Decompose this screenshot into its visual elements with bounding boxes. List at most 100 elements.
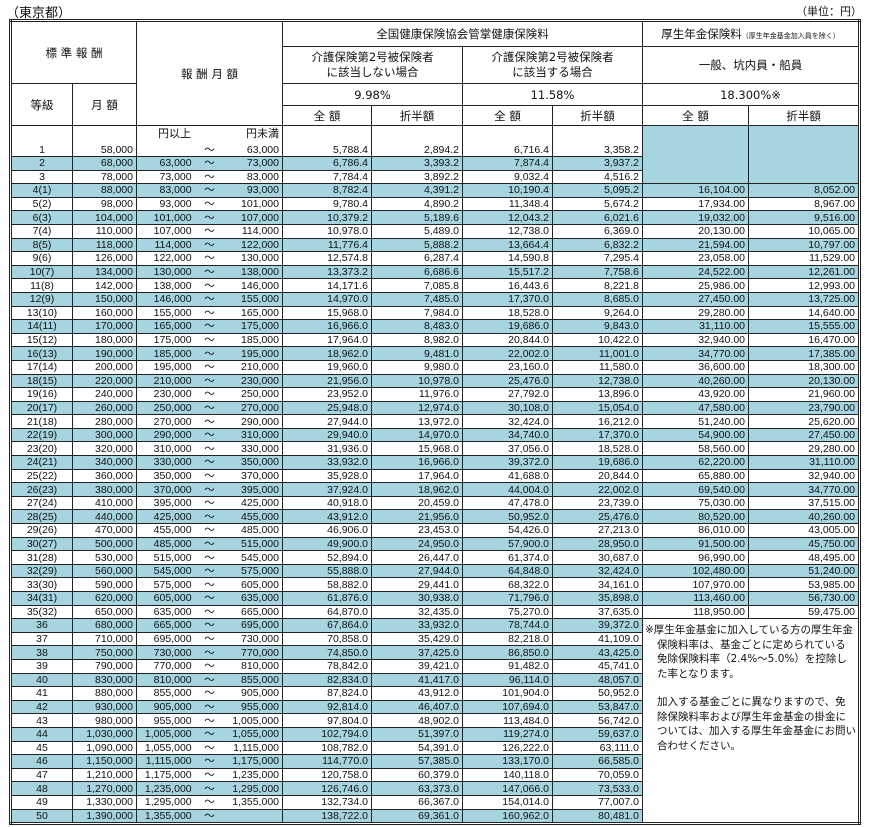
range-cell: 138,000 ～ 146,000: [136, 278, 283, 293]
grade-cell: 30(27): [10, 536, 73, 552]
monthly-cell: 470,000: [72, 523, 137, 538]
tilde: ～: [204, 605, 215, 618]
range-to: 73,000: [246, 157, 279, 170]
monthly-cell: 500,000: [72, 536, 137, 552]
health-half-cell: 23,453.0: [371, 523, 463, 538]
health-care-half-cell: 80,481.0: [552, 808, 643, 825]
health-full-cell: 64,870.0: [282, 604, 372, 620]
range-from: 665,000: [153, 619, 192, 632]
health-care-full-cell: 101,904.0: [462, 686, 553, 701]
health-care-full-cell: 27,792.0: [462, 387, 553, 402]
range-values: 330,000 ～ 350,000: [140, 457, 279, 469]
range-to: 1,055,000: [232, 728, 279, 741]
range-from: 138,000: [153, 279, 192, 292]
health-full-cell: 120,758.0: [282, 767, 372, 783]
health-care-half-cell: 6,832.2: [552, 237, 643, 253]
range-values: 146,000 ～ 155,000: [140, 293, 279, 305]
table-row: 9(6) 126,000 122,000 ～ 130,000 12,574.8 6,287.…: [10, 251, 860, 266]
table-row: 44 1,030,000 1,005,000 ～ 1,055,000 102,794.0 5…: [10, 726, 860, 742]
range-cell: 905,000 ～ 955,000: [136, 699, 283, 715]
range-to: 210,000: [241, 361, 279, 374]
grade-cell: 6(3): [10, 210, 73, 225]
grade-cell: 34(31): [10, 591, 73, 606]
tilde: ～: [204, 144, 215, 156]
range-values: 635,000 ～ 665,000: [140, 606, 279, 618]
range-to: 230,000: [241, 374, 279, 387]
health-care-half-cell: 70,059.0: [552, 767, 643, 783]
pension-full-cell: 20,130.00: [642, 223, 749, 239]
grade-cell: 21(18): [10, 414, 73, 429]
range-cell: 635,000 ～ 665,000: [136, 604, 283, 620]
pension-half-cell: 9,516.00: [748, 210, 860, 225]
range-cell: 175,000 ～ 185,000: [136, 332, 283, 348]
pension-full-cell: 102,480.00: [642, 563, 749, 579]
monthly-cell: 650,000: [72, 604, 137, 620]
tilde: ～: [204, 320, 215, 333]
range-values: 175,000 ～ 185,000: [140, 334, 279, 346]
health-care-half-cell: 22,002.0: [552, 482, 643, 497]
tilde: ～: [204, 279, 215, 292]
health-care-half-cell: 7,758.6: [552, 264, 643, 280]
table-row: 33(30) 590,000 575,000 ～ 605,000 58,882.0 29,4…: [10, 577, 860, 592]
health-care-half-cell: 17,370.0: [552, 427, 643, 443]
range-values: 73,000 ～ 83,000: [140, 170, 280, 183]
monthly-cell: 220,000: [72, 373, 137, 389]
table-row: 36 680,000 665,000 ～ 695,000 67,864.0 33,932.0…: [10, 618, 860, 752]
range-from: 485,000: [153, 537, 192, 550]
health-care-half-cell: 5,674.2: [552, 196, 643, 212]
range-to: 905,000: [241, 687, 279, 700]
range-values: 230,000 ～ 250,000: [140, 389, 279, 401]
health-half-cell: 33,932.0: [371, 618, 463, 633]
tilde: ～: [204, 347, 215, 360]
grade-cell: 25(22): [10, 468, 73, 484]
range-cell: 810,000 ～ 855,000: [136, 672, 283, 688]
range-values: 770,000 ～ 810,000: [140, 660, 279, 672]
monthly-cell: 1,030,000: [72, 726, 137, 742]
health-half-cell: 16,966.0: [371, 455, 463, 470]
tilde: ～: [204, 769, 215, 782]
monthly-cell: 104,000: [72, 210, 137, 225]
health-care-half-cell: 13,896.0: [552, 387, 643, 402]
tilde: ～: [204, 796, 215, 809]
range-values: 695,000 ～ 730,000: [140, 633, 279, 645]
table-row: 14(11) 170,000 165,000 ～ 175,000 16,966.0 8,48…: [10, 319, 860, 334]
pension-half-cell: 48,495.00: [748, 550, 860, 565]
health-full-cell: 74,850.0: [282, 645, 372, 660]
health-care-full-cell: 119,274.0: [462, 726, 553, 742]
grade-cell: 37: [10, 631, 73, 647]
health-care-full-cell: 25,476.0: [462, 373, 553, 389]
tilde: ～: [204, 510, 215, 523]
health-full-cell: 11,776.4: [282, 237, 372, 253]
range-from: 73,000: [159, 170, 192, 183]
health-full-cell: 46,906.0: [282, 523, 372, 538]
health-half-cell: 6,287.4: [371, 251, 463, 266]
tilde: ～: [204, 293, 215, 306]
unit-label: （単位：円）: [796, 5, 862, 18]
monthly-cell: 300,000: [72, 427, 137, 443]
health-care-full-cell: 12,043.2: [462, 210, 553, 225]
health-half-cell: 5,489.0: [371, 223, 463, 239]
range-cell: 545,000 ～ 575,000: [136, 563, 283, 579]
health-half-cell: 26,447.0: [371, 550, 463, 565]
monthly-cell: 160,000: [72, 305, 137, 321]
health-care-half-cell: 43,425.0: [552, 645, 643, 660]
health-full-cell: 5,788.4: [282, 125, 372, 157]
health-half-cell: 6,686.6: [371, 264, 463, 280]
tilde: ～: [204, 633, 215, 646]
health-care-full-cell: 154,014.0: [462, 794, 553, 810]
tilde: ～: [204, 429, 215, 442]
health-full-cell: 114,770.0: [282, 754, 372, 769]
health-care-full-cell: 113,484.0: [462, 713, 553, 728]
note-paragraph: ※厚生年金基金に加入している方の厚生年金保険料率は、基金ごとに定められている免除…: [645, 624, 853, 680]
range-from: 855,000: [153, 687, 192, 700]
health-half-cell: 10,978.0: [371, 373, 463, 389]
tilde: ～: [204, 673, 215, 686]
health-full-cell: 70,858.0: [282, 631, 372, 647]
range-from: 114,000: [154, 238, 192, 251]
health-half-cell: 7,984.0: [371, 305, 463, 321]
tilde: ～: [204, 266, 215, 279]
monthly-cell: 1,390,000: [72, 808, 137, 825]
tilde: ～: [204, 225, 215, 238]
health-full-cell: 9,780.4: [282, 196, 372, 212]
range-from: 122,000: [153, 252, 192, 265]
